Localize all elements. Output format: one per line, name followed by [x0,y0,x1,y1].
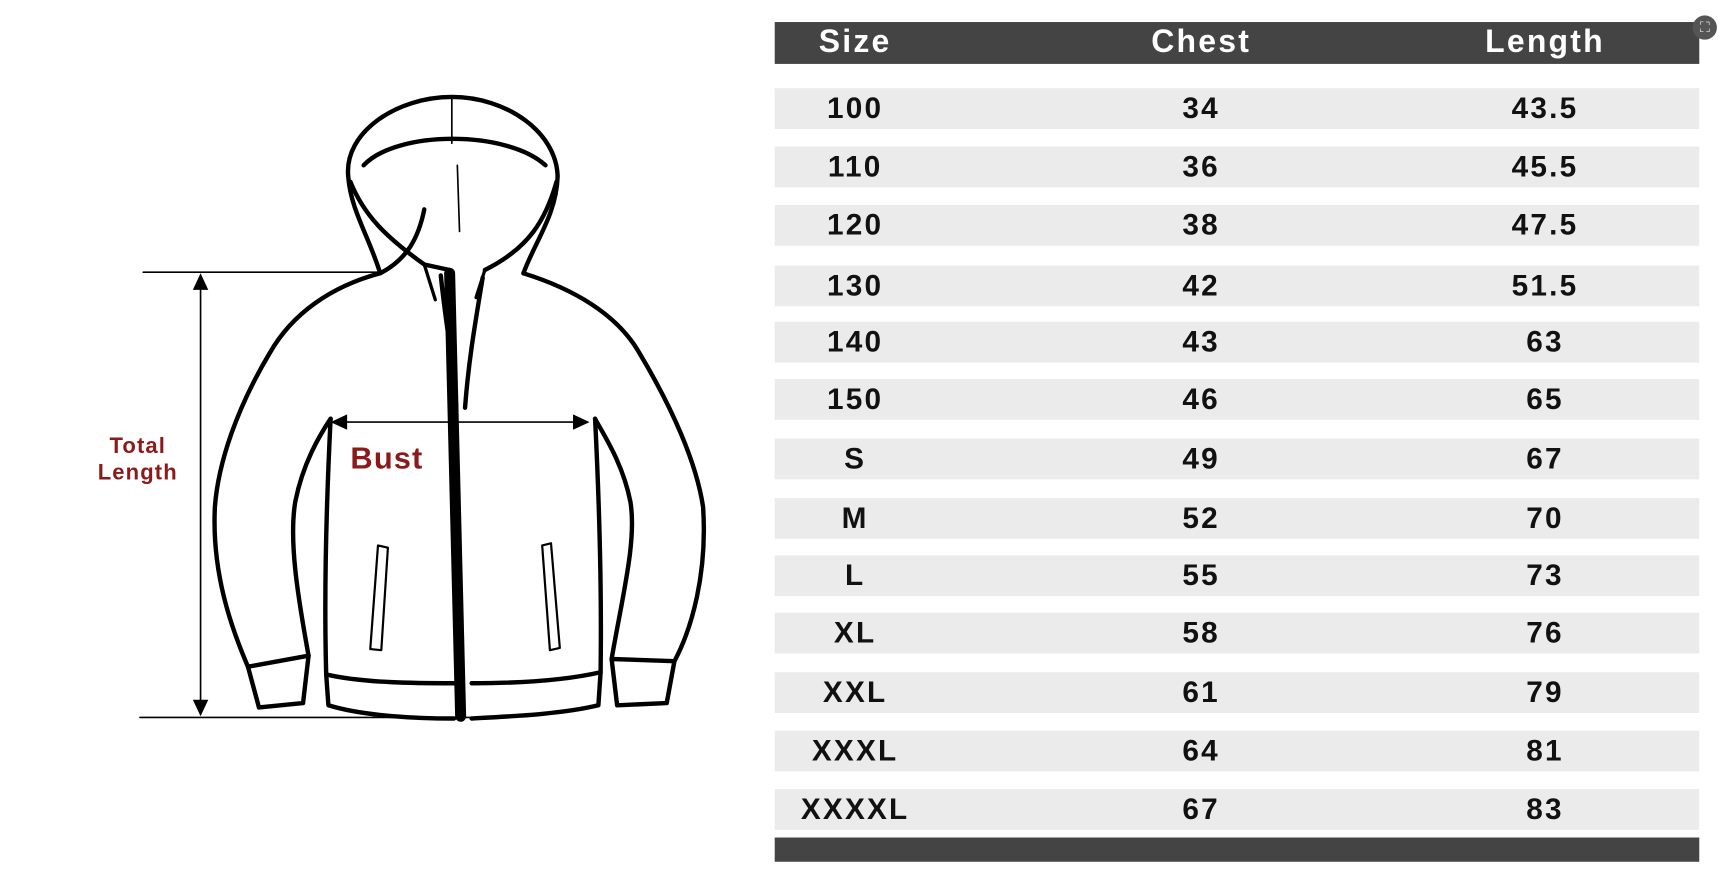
pocket-left [369,544,390,652]
cell-length: 79 [1526,675,1564,709]
cell-size: L [844,558,866,592]
table-row: XXXXL 67 83 [774,789,1700,830]
pocket-right [541,542,561,652]
table-row: 130 42 51.5 [774,265,1700,307]
cell-chest: 61 [1182,675,1220,709]
cell-size: 150 [827,382,884,416]
cell-length: 63 [1526,325,1564,359]
cell-chest: 36 [1182,149,1220,183]
cell-chest: 49 [1182,441,1220,475]
cell-size: XXL [822,675,888,709]
cell-length: 70 [1526,501,1564,535]
table-row: XXL 61 79 [774,672,1700,713]
cell-chest: 64 [1182,733,1220,767]
table-row: 100 34 43.5 [774,88,1700,129]
cell-size: 130 [827,268,884,302]
cell-size: XXXXL [800,792,910,826]
cell-chest: 55 [1182,558,1220,592]
cell-length: 76 [1526,616,1564,650]
cell-length: 65 [1526,382,1564,416]
table-header: Size Chest Length [774,22,1700,64]
cell-chest: 58 [1182,616,1220,650]
cell-size: 140 [827,325,884,359]
cell-size: 120 [827,208,884,242]
arrow-up-icon [192,273,209,290]
cell-size: S [844,441,867,475]
cell-chest: 38 [1182,208,1220,242]
cell-chest: 46 [1182,382,1220,416]
expand-icon[interactable]: ⛶ [1692,15,1717,40]
cell-length: 67 [1526,441,1564,475]
table-row: L 55 73 [774,555,1700,597]
cell-size: XXXL [811,733,899,767]
total-length-label: Total Length [97,434,178,485]
cell-chest: 52 [1182,501,1220,535]
cell-length: 81 [1526,733,1564,767]
cell-chest: 43 [1182,325,1220,359]
cell-length: 43.5 [1511,91,1579,125]
arrow-left-icon [330,414,348,430]
table-row: 150 46 65 [774,379,1700,420]
cell-chest: 42 [1182,268,1220,302]
table-row: XXXL 64 81 [774,730,1700,772]
table-row: 120 38 47.5 [774,204,1700,246]
body [212,271,706,721]
bust-label: Bust [350,440,424,475]
cell-size: 100 [827,91,884,125]
header-chest: Chest [1151,24,1252,60]
hood [346,94,560,302]
arrow-down-icon [192,699,209,717]
header-length: Length [1485,24,1605,60]
cell-length: 51.5 [1511,268,1579,302]
cell-size: M [841,501,869,535]
hoodie-diagram [139,94,706,722]
cell-length: 47.5 [1511,208,1579,242]
cell-length: 73 [1526,558,1564,592]
table-row: 110 36 45.5 [774,146,1700,188]
table-row: M 52 70 [774,498,1700,539]
header-size: Size [818,24,892,60]
cell-size: 110 [827,149,883,183]
table-footer-bar [774,837,1700,862]
zipper [444,267,467,722]
arrow-right-icon [573,414,590,430]
table-row: S 49 67 [774,438,1700,480]
table-row: 140 43 63 [774,321,1700,363]
cell-size: XL [833,616,877,650]
cell-length: 45.5 [1511,149,1579,183]
cell-chest: 34 [1182,91,1220,125]
cell-chest: 67 [1182,792,1220,826]
cell-length: 83 [1526,792,1564,826]
table-row: XL 58 76 [774,612,1700,654]
